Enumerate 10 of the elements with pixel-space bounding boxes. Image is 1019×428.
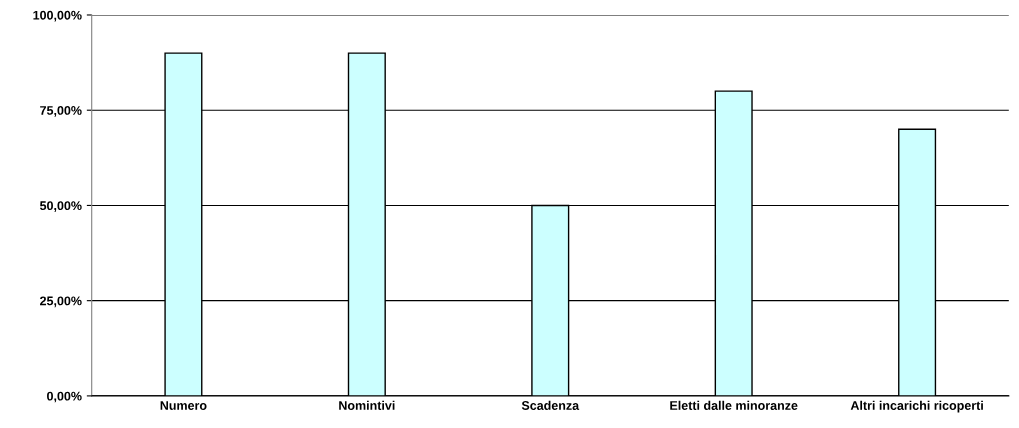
x-tick-label: Scadenza <box>521 400 580 410</box>
y-tick-label: 100,00% <box>33 10 82 22</box>
y-tick-label: 75,00% <box>40 106 82 117</box>
x-tick-label: Nomintivi <box>339 400 395 410</box>
x-tick-label: Eletti dalle minoranze <box>670 400 798 410</box>
x-tick-label: Altri incarichi ricoperti <box>850 400 983 413</box>
y-tick-label: 50,00% <box>39 201 82 212</box>
y-tick-label: 0,00% <box>47 391 82 403</box>
y-tick-label: 25,00% <box>40 296 82 308</box>
x-tick-label: Numero <box>160 401 207 410</box>
